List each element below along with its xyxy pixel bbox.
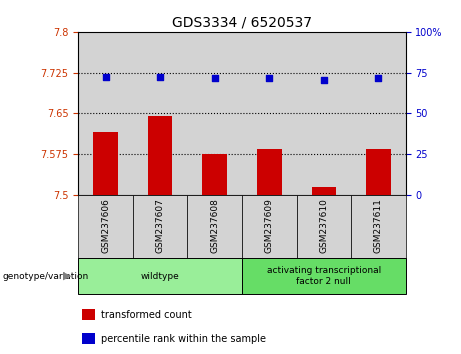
Bar (351, 195, 406, 258)
Text: genotype/variation: genotype/variation (2, 272, 89, 281)
Text: wildtype: wildtype (141, 272, 180, 281)
Point (375, 75, 382, 81)
Bar (78, 195, 133, 258)
Text: GSM237610: GSM237610 (319, 198, 328, 253)
Bar (366, 149, 390, 195)
Title: GDS3334 / 6520537: GDS3334 / 6520537 (172, 15, 312, 29)
Point (157, 74, 164, 80)
Bar (296, 195, 351, 258)
Text: GSM237609: GSM237609 (265, 198, 274, 253)
Bar (188, 195, 242, 258)
Bar (242, 32, 296, 195)
Bar (82, 333, 95, 344)
Bar (312, 187, 336, 195)
Point (102, 74, 109, 80)
Text: GSM237611: GSM237611 (374, 198, 383, 253)
Bar (94, 132, 118, 195)
Point (320, 77, 327, 83)
Bar (133, 195, 188, 258)
Bar (257, 149, 282, 195)
Bar (351, 32, 406, 195)
Bar (202, 154, 227, 195)
Bar (242, 258, 406, 294)
Text: percentile rank within the sample: percentile rank within the sample (101, 334, 266, 344)
Bar (82, 309, 95, 320)
Bar (242, 195, 296, 258)
Text: ▶: ▶ (63, 271, 71, 281)
Bar (148, 116, 172, 195)
Text: GSM237606: GSM237606 (101, 198, 110, 253)
Bar (188, 32, 242, 195)
Bar (78, 32, 133, 195)
Bar (78, 258, 242, 294)
Text: GSM237608: GSM237608 (210, 198, 219, 253)
Bar (133, 32, 188, 195)
Text: transformed count: transformed count (101, 309, 192, 320)
Point (266, 75, 273, 81)
Text: GSM237607: GSM237607 (156, 198, 165, 253)
Point (211, 75, 219, 81)
Bar (296, 32, 351, 195)
Text: activating transcriptional
factor 2 null: activating transcriptional factor 2 null (267, 267, 381, 286)
